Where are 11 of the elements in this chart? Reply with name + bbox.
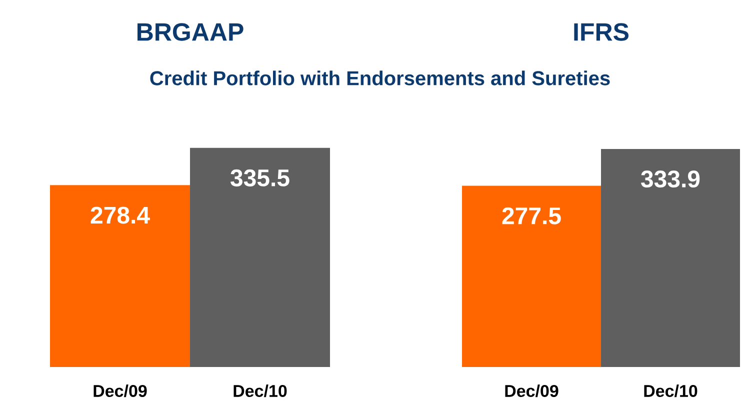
x-tick-label: Dec/09 [94, 384, 147, 398]
data-label: 277.5 [502, 207, 561, 224]
data-label: 278.4 [90, 206, 150, 224]
chart-title: IFRS [574, 23, 628, 41]
x-tick-label: Dec/10 [644, 384, 698, 398]
data-label: 333.9 [641, 170, 700, 188]
chart-title: BRGAAP [138, 23, 244, 41]
text: Credit Portfolio with Endorsements and Sureties [150, 70, 610, 86]
data-label: 335.5 [230, 169, 290, 186]
x-tick-label: Dec/09 [505, 384, 558, 398]
x-tick-label: Dec/10 [234, 384, 287, 398]
